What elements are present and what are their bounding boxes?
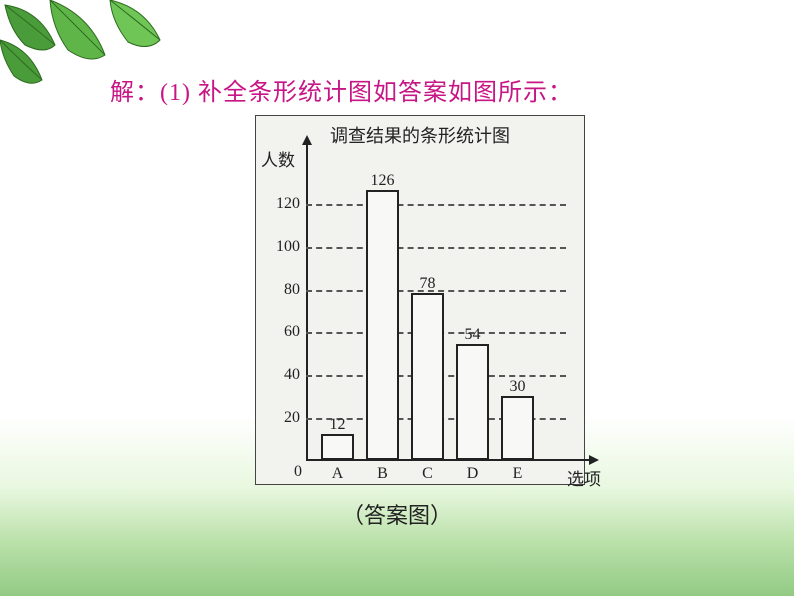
y-tick-label: 80: [284, 281, 300, 299]
bar-C: 78: [411, 293, 444, 460]
y-tick-label: 40: [284, 366, 300, 384]
x-axis-label: 选项: [567, 465, 601, 490]
bar-B: 126: [366, 190, 399, 460]
x-tick-label: D: [467, 465, 479, 483]
x-tick-label: A: [332, 465, 344, 483]
x-tick-label: B: [377, 465, 388, 483]
y-tick-label: 100: [276, 238, 300, 256]
bar-value-label: 54: [465, 326, 481, 344]
x-tick-label: E: [513, 465, 523, 483]
x-tick-label: C: [422, 465, 433, 483]
bar-value-label: 78: [420, 275, 436, 293]
bar-value-label: 30: [510, 378, 526, 396]
grid-line: [306, 204, 566, 206]
solution-title: 解：(1) 补全条形统计图如答案如图所示：: [110, 72, 573, 107]
y-tick-label: 120: [276, 195, 300, 213]
y-axis-arrow: [302, 135, 312, 145]
y-tick-label: 20: [284, 409, 300, 427]
decorative-leaves: [0, 0, 220, 140]
x-axis-arrow: [589, 455, 599, 465]
answer-caption: （答案图）: [0, 498, 794, 530]
bar-value-label: 126: [371, 172, 395, 190]
bar-chart: 调查结果的条形统计图 人数 0 选项 2040608010012012A126B…: [255, 115, 585, 485]
grid-line: [306, 247, 566, 249]
y-axis: [306, 143, 308, 461]
bar-A: 12: [321, 434, 354, 460]
bar-E: 30: [501, 396, 534, 460]
y-tick-label: 60: [284, 323, 300, 341]
y-axis-label: 人数: [261, 146, 295, 171]
grid-line: [306, 290, 566, 292]
bar-value-label: 12: [330, 416, 346, 434]
origin-label: 0: [294, 463, 302, 481]
bar-D: 54: [456, 344, 489, 460]
plot-area: 0 选项 2040608010012012A126B78C54D30E: [306, 161, 571, 461]
